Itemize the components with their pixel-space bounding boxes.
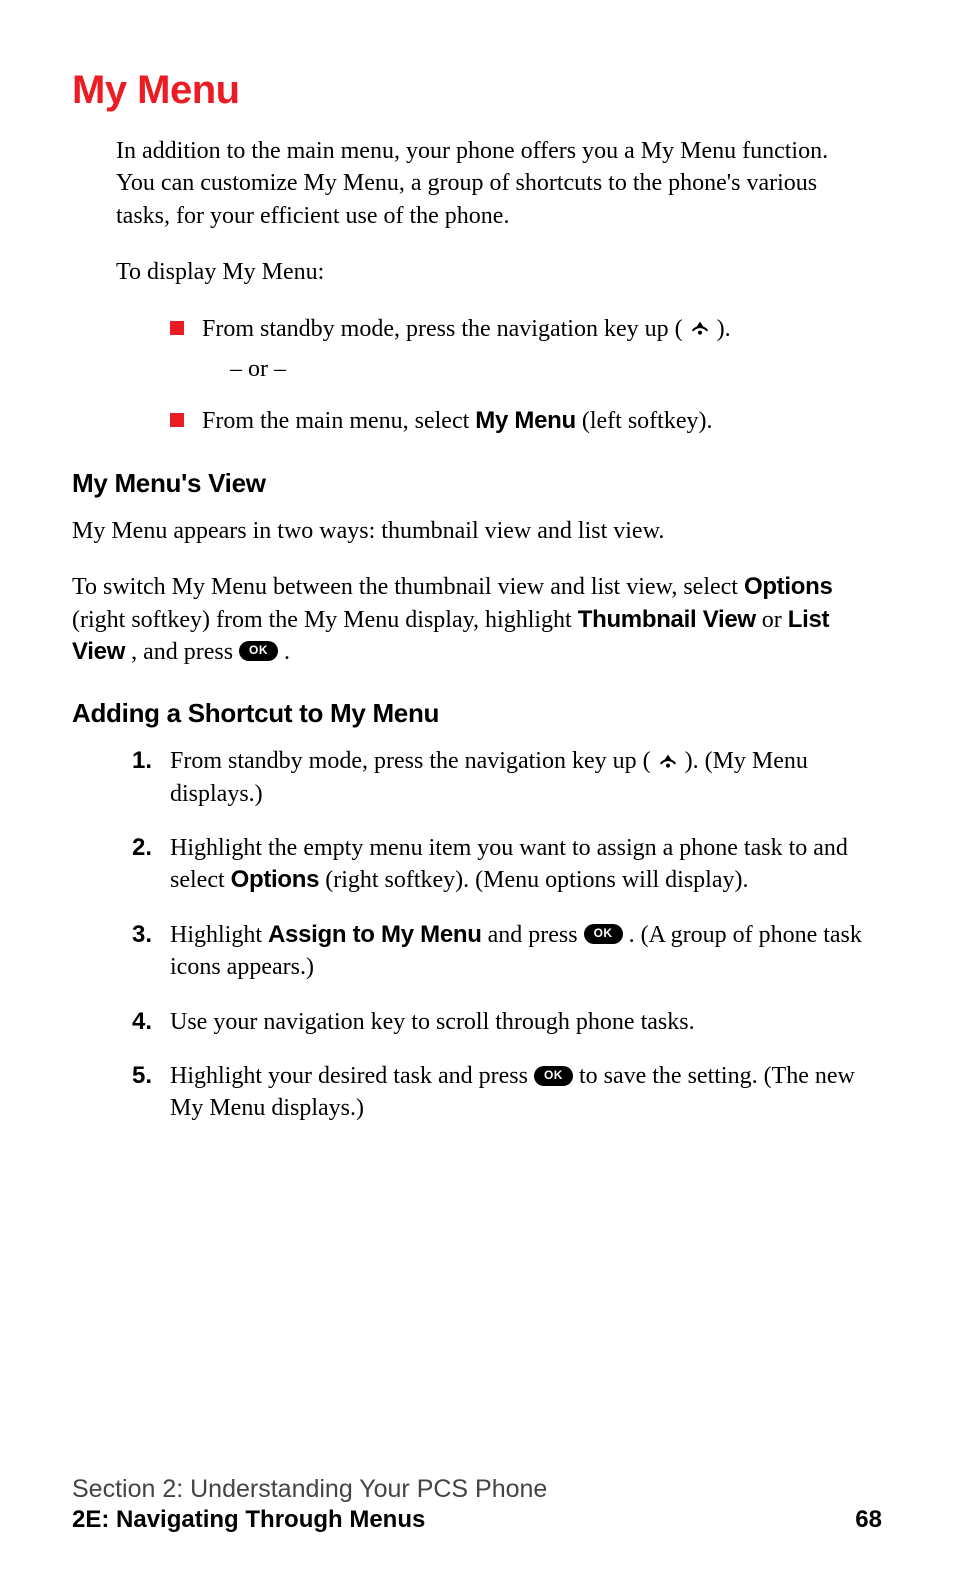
step-item: Highlight your desired task and press OK… <box>132 1060 882 1125</box>
intro-block: In addition to the main menu, your phone… <box>116 135 862 438</box>
page-footer: Section 2: Understanding Your PCS Phone … <box>72 1475 882 1534</box>
step-item: From standby mode, press the navigation … <box>132 745 882 810</box>
or-separator: – or – <box>230 353 862 385</box>
intro-paragraph: In addition to the main menu, your phone… <box>116 135 862 232</box>
ok-button-icon: OK <box>239 641 278 661</box>
bullet-text: (left softkey). <box>582 408 713 434</box>
text-run: (right softkey) from the My Menu display… <box>72 607 578 633</box>
intro-lead: To display My Menu: <box>116 256 862 288</box>
bold-text: Options <box>744 573 833 600</box>
text-run: Highlight your desired task and press <box>170 1063 534 1089</box>
bold-text: My Menu <box>475 407 576 434</box>
ok-button-icon: OK <box>534 1066 573 1086</box>
view-p1: My Menu appears in two ways: thumbnail v… <box>72 515 862 547</box>
text-run: (right softkey). (Menu options will disp… <box>325 867 748 893</box>
bullet-text: ). <box>717 316 731 342</box>
page-number: 68 <box>855 1506 882 1534</box>
nav-up-icon <box>689 317 711 339</box>
text-run: Use your navigation key to scroll throug… <box>170 1009 695 1035</box>
step-item: Highlight the empty menu item you want t… <box>132 832 882 897</box>
list-item: From standby mode, press the navigation … <box>160 313 862 386</box>
footer-chapter-line: 2E: Navigating Through Menus <box>72 1506 425 1534</box>
view-p2: To switch My Menu between the thumbnail … <box>72 571 862 668</box>
text-run: , and press <box>131 639 239 665</box>
ok-button-icon: OK <box>584 924 623 944</box>
text-run: From standby mode, press the navigation … <box>170 748 657 774</box>
step-item: Use your navigation key to scroll throug… <box>132 1006 882 1038</box>
add-shortcut-steps: From standby mode, press the navigation … <box>132 745 882 1125</box>
footer-section-line: Section 2: Understanding Your PCS Phone <box>72 1475 882 1504</box>
nav-up-icon <box>657 750 679 772</box>
bold-text: Assign to My Menu <box>268 921 482 948</box>
text-run: or <box>762 607 788 633</box>
list-item: From the main menu, select My Menu (left… <box>160 405 862 437</box>
text-run: To switch My Menu between the thumbnail … <box>72 574 744 600</box>
text-run: . <box>284 639 290 665</box>
text-run: Highlight <box>170 922 268 948</box>
bold-text: Options <box>231 866 320 893</box>
page-title: My Menu <box>72 68 882 113</box>
bold-text: Thumbnail View <box>578 606 756 633</box>
view-block: My Menu appears in two ways: thumbnail v… <box>72 515 862 669</box>
subhead-add: Adding a Shortcut to My Menu <box>72 698 882 729</box>
display-my-menu-list: From standby mode, press the navigation … <box>160 313 862 438</box>
bullet-text: From the main menu, select <box>202 408 475 434</box>
bullet-text: From standby mode, press the navigation … <box>202 316 689 342</box>
text-run: and press <box>488 922 584 948</box>
subhead-view: My Menu's View <box>72 468 882 499</box>
step-item: Highlight Assign to My Menu and press OK… <box>132 919 882 984</box>
